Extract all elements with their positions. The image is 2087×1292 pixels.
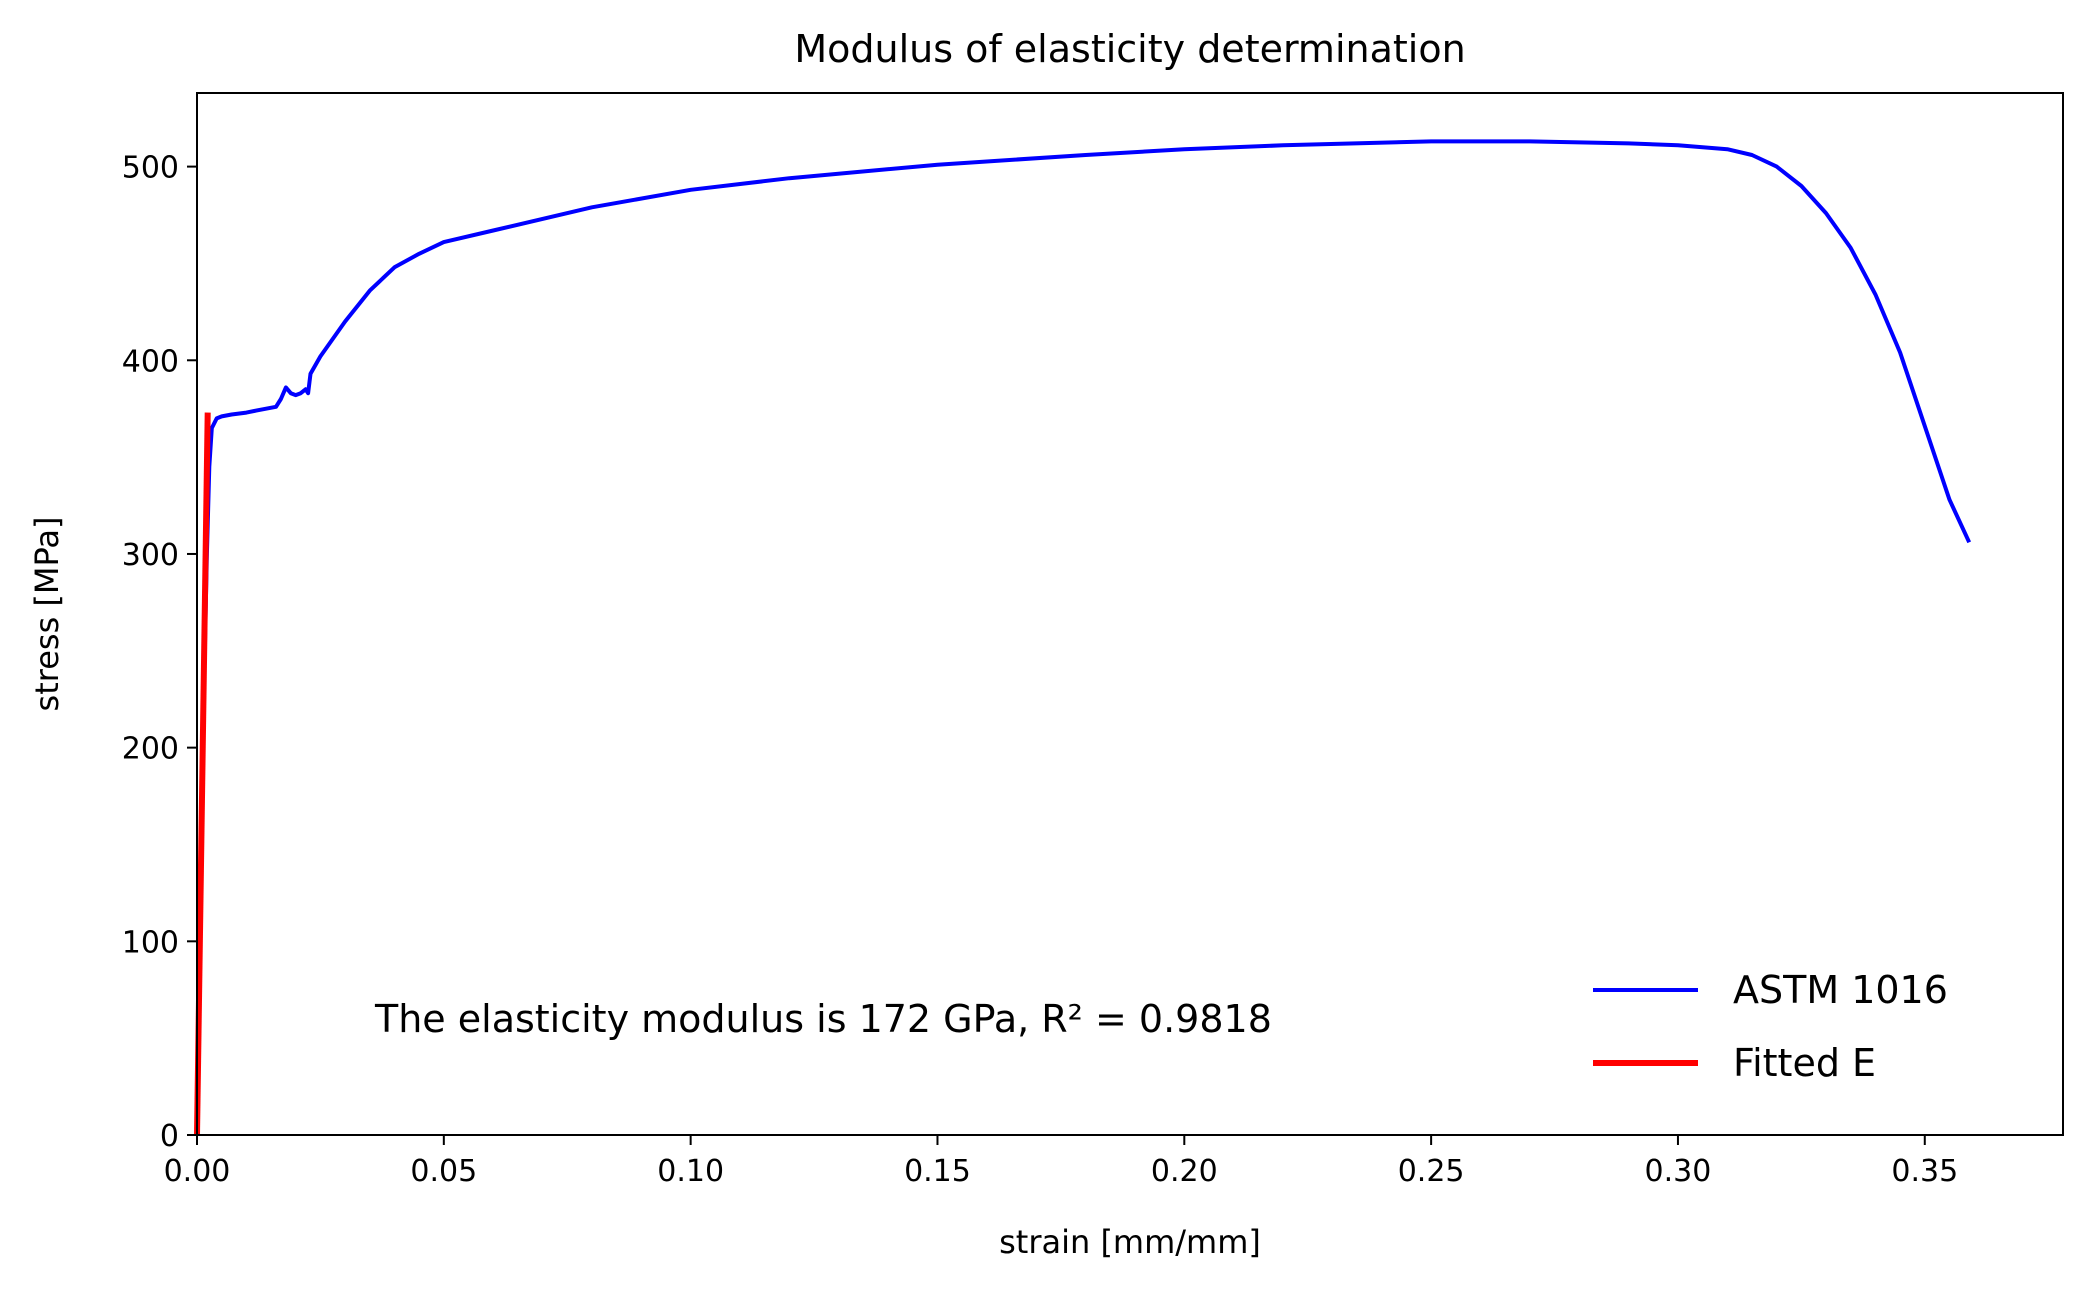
y-tick-label: 400 [122, 344, 179, 379]
series-line-fitted-e [194, 412, 211, 1136]
x-axis-label: strain [mm/mm] [999, 1223, 1261, 1261]
x-tick-label: 0.35 [1891, 1154, 1958, 1189]
x-tick-label: 0.15 [904, 1154, 971, 1189]
x-tick-label: 0.05 [410, 1154, 477, 1189]
x-tick-label: 0.20 [1151, 1154, 1218, 1189]
y-axis-ticks: 0 100 200 300 400 500 [122, 151, 197, 1154]
x-tick-label: 0.00 [164, 1154, 231, 1189]
y-tick-label: 100 [122, 925, 179, 960]
legend-label-astm-1016: ASTM 1016 [1733, 968, 1948, 1012]
chart-title: Modulus of elasticity determination [794, 27, 1465, 71]
legend: ASTM 1016 Fitted E [1593, 968, 1948, 1085]
y-tick-label: 200 [122, 732, 179, 767]
plot-area-frame [196, 92, 2064, 1136]
x-tick-label: 0.30 [1645, 1154, 1712, 1189]
y-tick-label: 500 [122, 151, 179, 186]
y-tick-label: 0 [160, 1119, 179, 1154]
modulus-annotation: The elasticity modulus is 172 GPa, R² = … [374, 997, 1272, 1041]
x-tick-label: 0.25 [1398, 1154, 1465, 1189]
series-line-astm-1016 [195, 139, 1972, 1136]
y-axis-label: stress [MPa] [28, 517, 66, 712]
y-tick-label: 300 [122, 538, 179, 573]
series-layer [194, 139, 1972, 1136]
legend-label-fitted-e: Fitted E [1733, 1041, 1876, 1085]
x-tick-label: 0.10 [657, 1154, 724, 1189]
x-axis-ticks: 0.00 0.05 0.10 0.15 0.20 0.25 0.30 0.35 [164, 1135, 1958, 1189]
